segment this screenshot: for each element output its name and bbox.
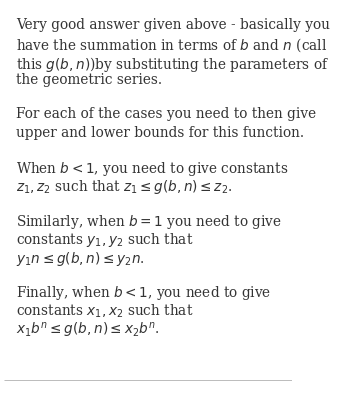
Text: For each of the cases you need to then give: For each of the cases you need to then g… bbox=[16, 107, 316, 121]
Text: Finally, when $b < 1$, you need to give: Finally, when $b < 1$, you need to give bbox=[16, 284, 271, 302]
Text: Similarly, when $b = 1$ you need to give: Similarly, when $b = 1$ you need to give bbox=[16, 213, 281, 231]
Text: upper and lower bounds for this function.: upper and lower bounds for this function… bbox=[16, 126, 304, 140]
Text: the geometric series.: the geometric series. bbox=[16, 73, 162, 87]
Text: $x_1 b^n \leq g(b, n) \leq x_2 b^n$.: $x_1 b^n \leq g(b, n) \leq x_2 b^n$. bbox=[16, 321, 160, 340]
Text: $z_1, z_2$ such that $z_1 \leq g(b, n) \leq z_2$.: $z_1, z_2$ such that $z_1 \leq g(b, n) \… bbox=[16, 178, 232, 196]
Text: this $g(b, n)$)by substituting the parameters of: this $g(b, n)$)by substituting the param… bbox=[16, 55, 329, 73]
Text: Very good answer given above - basically you: Very good answer given above - basically… bbox=[16, 18, 330, 31]
Text: $y_1 n \leq g(b, n) \leq y_2 n$.: $y_1 n \leq g(b, n) \leq y_2 n$. bbox=[16, 250, 144, 268]
Text: constants $y_1, y_2$ such that: constants $y_1, y_2$ such that bbox=[16, 231, 193, 249]
Text: have the summation in terms of $b$ and $n$ (call: have the summation in terms of $b$ and $… bbox=[16, 36, 327, 54]
Text: When $b < 1$, you need to give constants: When $b < 1$, you need to give constants bbox=[16, 160, 288, 178]
Text: constants $x_1, x_2$ such that: constants $x_1, x_2$ such that bbox=[16, 302, 193, 320]
